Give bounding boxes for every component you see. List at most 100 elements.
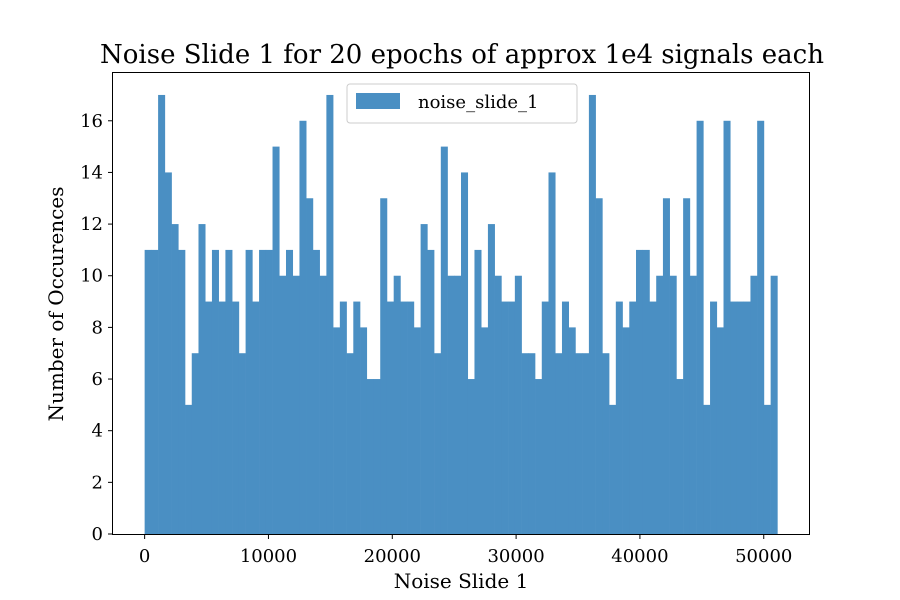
histogram-bar	[461, 172, 469, 534]
histogram-bar	[252, 301, 260, 534]
histogram-bar	[528, 353, 536, 534]
histogram-bar	[151, 249, 159, 534]
histogram-bar	[225, 249, 233, 534]
histogram-bar	[440, 146, 448, 534]
histogram-bar	[386, 301, 394, 534]
histogram-bar	[723, 120, 731, 534]
histogram-bar	[588, 94, 596, 534]
histogram-bar	[299, 120, 307, 534]
legend: noise_slide_1	[346, 83, 578, 124]
histogram-bar	[555, 353, 563, 534]
histogram-bar	[568, 327, 576, 534]
histogram-bar	[730, 301, 738, 534]
histogram-bar	[312, 249, 320, 534]
histogram-bar	[373, 379, 381, 534]
histogram-bar	[454, 275, 462, 534]
histogram-bar	[575, 353, 583, 534]
histogram-bar	[265, 249, 273, 534]
histogram-bar	[541, 301, 549, 534]
histogram-bar	[326, 94, 334, 534]
histogram-bar	[501, 301, 509, 534]
histogram-bar	[393, 275, 401, 534]
histogram-bar	[662, 198, 670, 535]
histogram-bar	[710, 301, 718, 534]
histogram-bar	[474, 249, 482, 534]
histogram-bar	[333, 327, 341, 534]
histogram-bar	[420, 224, 428, 534]
histogram-bar	[434, 353, 442, 534]
legend-label: noise_slide_1	[418, 92, 538, 113]
histogram-bar	[622, 327, 630, 534]
histogram-bar	[743, 301, 751, 534]
histogram-bar	[259, 249, 267, 534]
y-axis-ticks: 0 2 4 6 8 10 12 14 16	[80, 111, 113, 545]
histogram-bar	[736, 301, 745, 534]
histogram-bar	[360, 327, 368, 534]
x-tick-label: 0	[139, 546, 150, 567]
y-tick-label: 4	[92, 421, 103, 442]
histogram-bar	[339, 301, 347, 534]
bars-group	[144, 94, 778, 535]
histogram-bar	[561, 301, 569, 534]
histogram-bar	[683, 198, 691, 535]
histogram-bar	[413, 327, 421, 534]
histogram-bar	[467, 379, 475, 534]
histogram-bar	[400, 301, 408, 534]
histogram-bar	[319, 275, 327, 534]
y-tick-label: 2	[92, 472, 103, 493]
legend-swatch	[356, 93, 400, 109]
histogram-bar	[447, 275, 455, 534]
histogram-bar	[481, 327, 489, 534]
histogram-bar	[629, 301, 637, 534]
x-tick-label: 40000	[611, 546, 668, 567]
histogram-bar	[649, 301, 657, 534]
histogram-bar	[689, 275, 697, 534]
histogram-bar	[757, 120, 765, 534]
histogram-bar	[306, 198, 314, 535]
histogram-bar	[696, 120, 704, 534]
histogram-bar	[245, 249, 253, 534]
y-tick-label: 8	[92, 317, 103, 338]
histogram-bar	[535, 379, 543, 534]
histogram-bar	[548, 172, 556, 534]
histogram-bar	[521, 353, 529, 534]
histogram-bar	[595, 198, 603, 535]
histogram-bar	[164, 172, 172, 534]
histogram-bar	[238, 353, 246, 534]
histogram-bar	[272, 146, 280, 534]
histogram-bar	[656, 275, 664, 534]
y-tick-label: 0	[92, 524, 103, 545]
x-axis-label: Noise Slide 1	[394, 569, 529, 593]
histogram-bar	[763, 404, 771, 534]
histogram-bar	[750, 275, 758, 534]
histogram-bar	[514, 275, 522, 534]
histogram-bar	[353, 301, 361, 534]
y-tick-label: 10	[80, 266, 103, 287]
histogram-bar	[232, 301, 240, 534]
histogram-bar	[676, 379, 684, 534]
histogram-bar	[144, 249, 152, 534]
histogram-bar	[158, 94, 166, 534]
y-tick-label: 6	[92, 369, 103, 390]
histogram-bar	[669, 275, 677, 534]
histogram-bar	[770, 275, 778, 534]
histogram-bar	[615, 301, 623, 534]
histogram-bar	[185, 404, 193, 534]
histogram-bar	[198, 224, 206, 534]
histogram-bar	[407, 301, 415, 534]
histogram-bar	[211, 249, 219, 534]
histogram-bar	[582, 353, 590, 534]
histogram-bar	[642, 249, 650, 534]
histogram-bar	[602, 353, 610, 534]
histogram-bar	[494, 275, 502, 534]
histogram-bar	[636, 249, 644, 534]
histogram-bar	[292, 275, 300, 534]
histogram-bar	[191, 353, 199, 534]
histogram-bar	[380, 198, 388, 535]
x-tick-label: 20000	[364, 546, 421, 567]
histogram-bar	[171, 224, 179, 534]
x-axis-ticks: 0 10000 20000 30000 40000 50000	[139, 534, 792, 567]
chart-title: Noise Slide 1 for 20 epochs of approx 1e…	[100, 40, 824, 70]
histogram-bar	[279, 275, 287, 534]
histogram-bar	[609, 404, 617, 534]
